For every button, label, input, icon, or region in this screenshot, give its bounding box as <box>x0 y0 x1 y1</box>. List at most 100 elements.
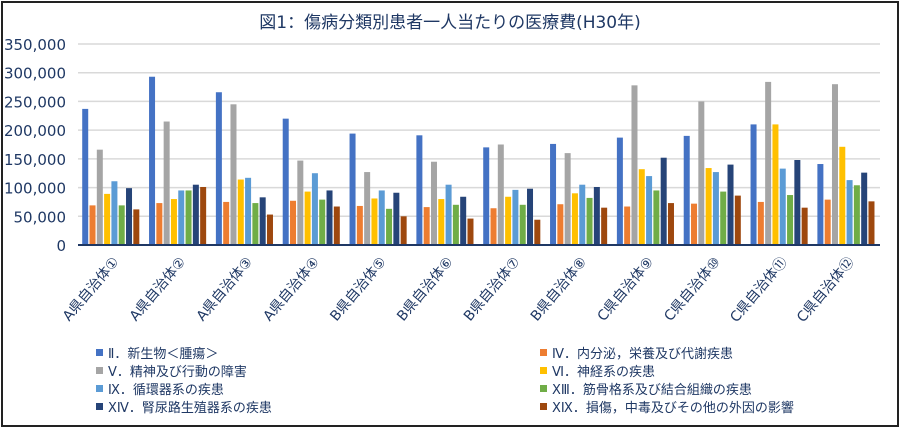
bar <box>861 172 868 245</box>
bar <box>698 101 705 245</box>
bar <box>660 157 667 245</box>
bar <box>386 208 393 245</box>
legend-label: ⅩⅣ．腎尿路生殖器系の疾患 <box>108 401 272 416</box>
bar <box>631 85 638 245</box>
legend-label: Ⅵ．神経系の疾患 <box>552 365 655 380</box>
bar <box>839 146 846 245</box>
x-tick-label: C県自治体⑫ <box>794 254 858 325</box>
bar <box>423 207 430 245</box>
bar <box>779 168 786 245</box>
legend-swatch <box>540 403 547 410</box>
bar <box>297 160 304 245</box>
bar <box>133 209 140 245</box>
bar <box>765 81 772 245</box>
legend-item: ⅩⅢ．筋骨格系及び結合組織の疾患 <box>540 379 752 398</box>
bar <box>259 197 266 245</box>
legend-swatch <box>540 385 547 392</box>
x-tick-label: B県自治体⑤ <box>327 254 389 324</box>
legend-item: Ⅱ．新生物＜腫瘍＞ <box>96 343 218 362</box>
bar <box>364 172 371 245</box>
bar <box>266 214 273 245</box>
legend-label: Ⅱ．新生物＜腫瘍＞ <box>108 347 219 362</box>
bar <box>653 190 660 245</box>
bar <box>82 108 89 245</box>
x-tick-label: B県自治体⑥ <box>394 254 456 324</box>
bar <box>497 144 504 245</box>
x-tick-label: A県自治体④ <box>260 254 322 324</box>
bar <box>378 190 385 245</box>
bar <box>304 191 311 245</box>
bar <box>624 206 631 245</box>
bar <box>734 195 741 245</box>
legend-label: Ⅳ．内分泌，栄養及び代謝疾患 <box>552 347 733 362</box>
bar <box>245 177 252 245</box>
x-tick-label: A県自治体③ <box>194 254 256 324</box>
bar <box>853 185 860 245</box>
bar <box>416 135 423 245</box>
bar <box>118 205 125 245</box>
bar <box>290 200 297 245</box>
bar <box>333 206 340 245</box>
bar <box>527 188 534 245</box>
bar <box>571 193 578 245</box>
bar <box>683 135 690 245</box>
y-tick-label: 350,000 <box>4 36 66 54</box>
bar <box>252 203 259 245</box>
bar <box>638 169 645 245</box>
bar <box>667 203 674 245</box>
bar <box>460 196 467 245</box>
x-tick-label: A県自治体① <box>60 254 122 324</box>
x-tick-label: C県自治体⑨ <box>595 254 658 324</box>
legend-label: ⅩⅨ．損傷，中毒及びその他の外因の影響 <box>552 401 794 416</box>
bar <box>356 205 363 245</box>
bar <box>601 207 608 245</box>
bar <box>505 196 512 245</box>
y-tick-label: 300,000 <box>4 65 66 83</box>
bar <box>720 191 727 245</box>
bar <box>111 181 118 245</box>
bar <box>319 199 326 245</box>
bar <box>170 199 177 245</box>
bar <box>126 188 133 245</box>
bar <box>215 92 222 246</box>
bar <box>178 190 185 245</box>
bar <box>817 164 824 245</box>
bar <box>156 203 163 245</box>
legend-item: Ⅴ．精神及び行動の障害 <box>96 361 247 380</box>
x-tick-label: C県自治体⑩ <box>661 254 724 324</box>
bar <box>192 184 199 245</box>
bar <box>89 205 96 245</box>
bar <box>846 180 853 245</box>
bar <box>831 84 838 245</box>
bar <box>519 204 526 245</box>
bar <box>512 189 519 245</box>
bar <box>579 184 586 245</box>
bar <box>163 121 170 245</box>
bar <box>757 201 764 245</box>
bar <box>400 216 407 245</box>
bar <box>490 208 497 245</box>
legend-swatch <box>540 367 547 374</box>
bar <box>550 143 557 245</box>
bar <box>445 184 452 245</box>
bar <box>787 195 794 245</box>
y-tick-label: 50,000 <box>14 208 67 226</box>
legend-label: Ⅸ．循環器系の疾患 <box>108 383 224 398</box>
bar <box>452 204 459 245</box>
bar <box>149 76 156 245</box>
y-tick-label: 200,000 <box>4 122 66 140</box>
bar <box>646 176 653 245</box>
legend-item: Ⅳ．内分泌，栄養及び代謝疾患 <box>540 343 733 362</box>
bar <box>794 160 801 245</box>
bar <box>705 168 712 245</box>
chart-title: 図1：傷病分類別患者一人当たりの医療費(H30年) <box>259 13 641 33</box>
bar <box>467 218 474 245</box>
bar <box>326 190 333 245</box>
y-tick-label: 100,000 <box>4 180 66 198</box>
bar <box>868 201 875 245</box>
bar <box>801 207 808 245</box>
bar <box>185 190 192 245</box>
bar <box>691 203 698 245</box>
